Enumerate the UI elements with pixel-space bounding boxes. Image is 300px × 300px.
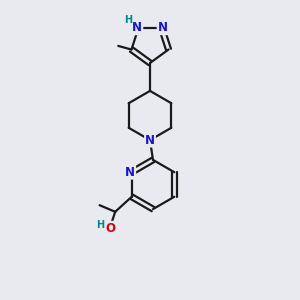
Text: N: N (145, 134, 155, 147)
Text: O: O (105, 222, 116, 235)
Text: H: H (124, 15, 132, 25)
Text: N: N (125, 166, 135, 179)
Text: H: H (96, 220, 104, 230)
Text: N: N (158, 21, 168, 34)
Text: N: N (132, 21, 142, 34)
